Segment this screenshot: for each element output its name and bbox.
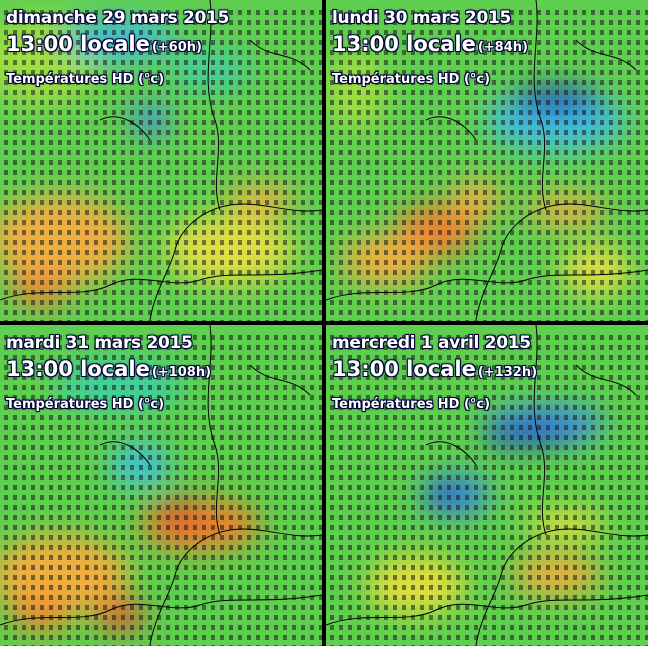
panel-hour: 13:00 locale (+84h): [332, 32, 528, 56]
layer-title: Températures HD (°c): [6, 72, 165, 87]
panel-hour: 13:00 locale (+108h): [6, 357, 211, 381]
map-panel-tuesday: mardi 31 mars 2015 13:00 locale (+108h) T…: [0, 325, 322, 646]
panel-date: dimanche 29 mars 2015: [6, 8, 230, 28]
map-panel-monday: lundi 30 mars 2015 13:00 locale (+84h) Te…: [326, 0, 648, 321]
layer-title: Températures HD (°c): [332, 397, 491, 412]
forecast-offset: (+84h): [477, 40, 528, 55]
forecast-offset: (+108h): [151, 365, 212, 380]
map-panel-sunday: dimanche 29 mars 2015 13:00 locale (+60h)…: [0, 0, 322, 321]
forecast-offset: (+132h): [477, 365, 538, 380]
panel-hour: 13:00 locale (+132h): [332, 357, 537, 381]
hour-text: 13:00 locale: [6, 357, 150, 381]
temperature-map: [326, 325, 648, 646]
temperature-map: [0, 325, 322, 646]
temperature-map: [326, 0, 648, 321]
hour-text: 13:00 locale: [332, 357, 476, 381]
panel-hour: 13:00 locale (+60h): [6, 32, 202, 56]
layer-title: Températures HD (°c): [332, 72, 491, 87]
panel-date: mercredi 1 avril 2015: [332, 333, 531, 353]
temperature-map: [0, 0, 322, 321]
hour-text: 13:00 locale: [332, 32, 476, 56]
panel-date: mardi 31 mars 2015: [6, 333, 193, 353]
map-panel-wednesday: mercredi 1 avril 2015 13:00 locale (+132h…: [326, 325, 648, 646]
layer-title: Températures HD (°c): [6, 397, 165, 412]
hour-text: 13:00 locale: [6, 32, 150, 56]
panel-date: lundi 30 mars 2015: [332, 8, 512, 28]
forecast-offset: (+60h): [151, 40, 202, 55]
